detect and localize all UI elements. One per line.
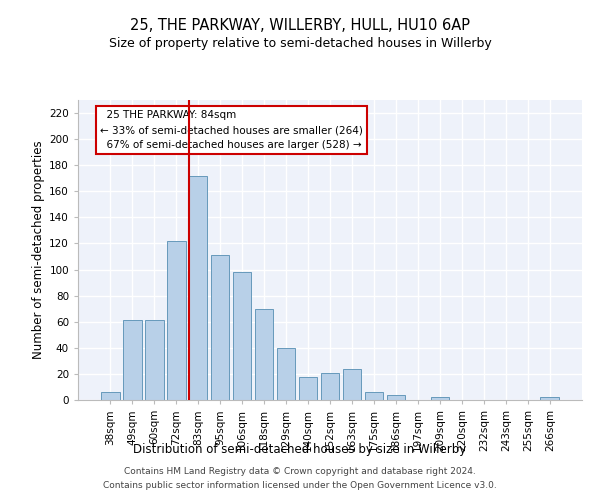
Bar [233, 272, 251, 400]
Text: 25, THE PARKWAY, WILLERBY, HULL, HU10 6AP: 25, THE PARKWAY, WILLERBY, HULL, HU10 6A… [130, 18, 470, 32]
Text: Contains public sector information licensed under the Open Government Licence v3: Contains public sector information licen… [103, 481, 497, 490]
Text: Size of property relative to semi-detached houses in Willerby: Size of property relative to semi-detach… [109, 38, 491, 51]
Bar [211, 255, 229, 400]
Bar [541, 398, 559, 400]
Bar [101, 392, 119, 400]
Bar [145, 320, 164, 400]
Text: Contains HM Land Registry data © Crown copyright and database right 2024.: Contains HM Land Registry data © Crown c… [124, 467, 476, 476]
Bar [277, 348, 295, 400]
Bar [167, 241, 185, 400]
Bar [343, 368, 361, 400]
Bar [299, 376, 317, 400]
Bar [320, 372, 340, 400]
Bar [123, 320, 142, 400]
Bar [431, 398, 449, 400]
Bar [255, 308, 274, 400]
Bar [365, 392, 383, 400]
Text: Distribution of semi-detached houses by size in Willerby: Distribution of semi-detached houses by … [133, 442, 467, 456]
Text: 25 THE PARKWAY: 84sqm
← 33% of semi-detached houses are smaller (264)
  67% of s: 25 THE PARKWAY: 84sqm ← 33% of semi-deta… [100, 110, 363, 150]
Y-axis label: Number of semi-detached properties: Number of semi-detached properties [32, 140, 45, 360]
Bar [189, 176, 208, 400]
Bar [386, 395, 405, 400]
